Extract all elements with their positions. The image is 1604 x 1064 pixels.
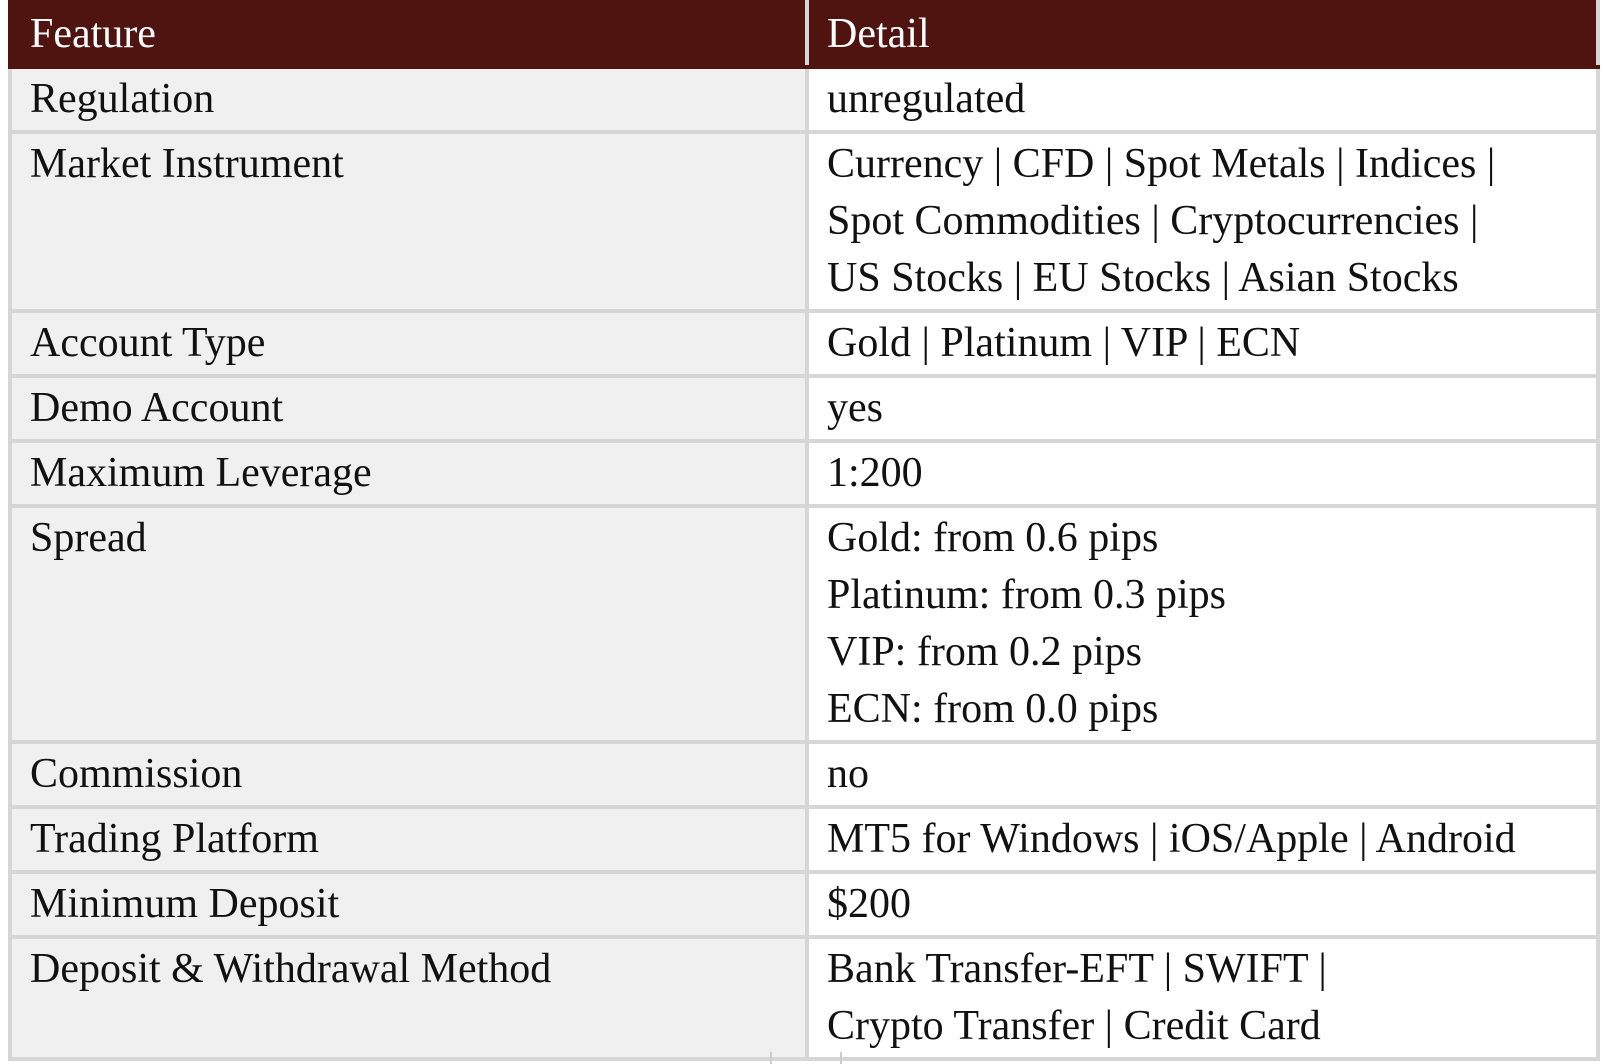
detail-line: VIP: from 0.2 pips [827, 629, 1142, 675]
detail-line: unregulated [827, 76, 1026, 122]
scroll-handle [770, 1052, 842, 1064]
table-row: Market Instrument Currency | CFD | Spot M… [8, 130, 1600, 313]
detail-cell: Currency | CFD | Spot Metals | Indices |… [805, 130, 1600, 313]
feature-cell: Account Type [8, 309, 809, 378]
feature-cell: Demo Account [8, 374, 809, 443]
detail-line: $200 [827, 881, 911, 927]
feature-cell: Minimum Deposit [8, 870, 809, 939]
detail-line: Gold: from 0.6 pips [827, 515, 1159, 561]
feature-cell: Maximum Leverage [8, 439, 809, 508]
detail-cell: MT5 for Windows | iOS/Apple | Android [805, 805, 1600, 874]
table-row: Demo Account yes [8, 374, 1600, 443]
detail-line: Currency | CFD | Spot Metals | Indices | [827, 141, 1496, 187]
table-row: Regulation unregulated [8, 65, 1600, 134]
detail-line: yes [827, 385, 883, 431]
detail-line: MT5 for Windows | iOS/Apple | Android [827, 816, 1516, 862]
detail-line: no [827, 751, 869, 797]
feature-cell: Regulation [8, 65, 809, 134]
feature-cell: Market Instrument [8, 130, 809, 313]
feature-cell: Commission [8, 740, 809, 809]
detail-line: Spot Commodities | Cryptocurrencies | [827, 198, 1479, 244]
feature-cell: Deposit & Withdrawal Method [8, 935, 809, 1061]
detail-cell: yes [805, 374, 1600, 443]
detail-cell: Gold | Platinum | VIP | ECN [805, 309, 1600, 378]
detail-cell: Bank Transfer-EFT | SWIFT | Crypto Transf… [805, 935, 1600, 1061]
detail-line: 1:200 [827, 450, 923, 496]
table-body: Regulation unregulated Market Instrument Cu… [8, 65, 1600, 1061]
detail-line: Platinum: from 0.3 pips [827, 572, 1226, 618]
detail-cell: unregulated [805, 65, 1600, 134]
header-cell: Detail [805, 0, 1600, 69]
table-row: Account Type Gold | Platinum | VIP | ECN [8, 309, 1600, 378]
table-row: Maximum Leverage 1:200 [8, 439, 1600, 508]
feature-cell: Spread [8, 504, 809, 744]
detail-line: US Stocks | EU Stocks | Asian Stocks [827, 255, 1459, 301]
detail-line: Bank Transfer-EFT | SWIFT | [827, 946, 1327, 992]
feature-cell: Trading Platform [8, 805, 809, 874]
detail-cell: 1:200 [805, 439, 1600, 508]
detail-line: Gold | Platinum | VIP | ECN [827, 320, 1301, 366]
table-row: Commission no [8, 740, 1600, 809]
detail-cell: Gold: from 0.6 pips Platinum: from 0.3 pi… [805, 504, 1600, 744]
detail-cell: $200 [805, 870, 1600, 939]
detail-cell: no [805, 740, 1600, 809]
table-row: Spread Gold: from 0.6 pips Platinum: from … [8, 504, 1600, 744]
detail-line: Crypto Transfer | Credit Card [827, 1003, 1321, 1049]
detail-line: ECN: from 0.0 pips [827, 686, 1159, 732]
table-row: Deposit & Withdrawal Method Bank Transfer… [8, 935, 1600, 1061]
header-cell: Feature [8, 0, 809, 69]
feature-table: Feature Detail Regulation unregulated Mark… [8, 0, 1600, 1061]
table-row: Minimum Deposit $200 [8, 870, 1600, 939]
table-row: Trading Platform MT5 for Windows | iOS/Ap… [8, 805, 1600, 874]
header-row: Feature Detail [8, 0, 1600, 69]
